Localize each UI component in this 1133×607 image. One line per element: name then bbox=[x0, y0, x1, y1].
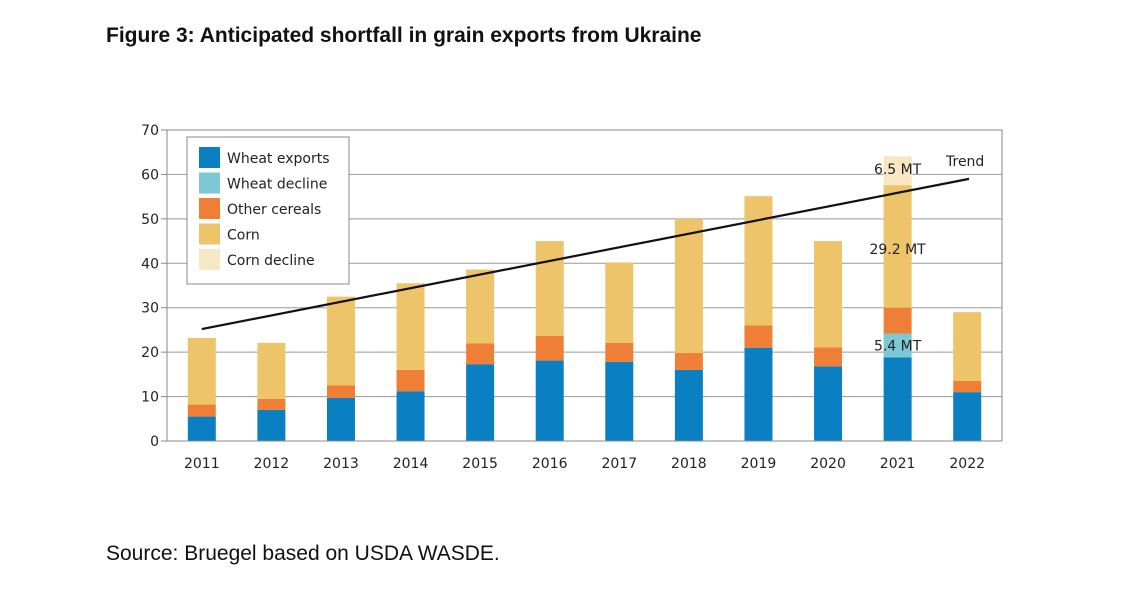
x-tick-label: 2020 bbox=[810, 456, 846, 472]
bar-segment-wheat-exports bbox=[605, 361, 634, 441]
bar-segment-corn bbox=[883, 185, 912, 308]
bar-segment-corn bbox=[257, 342, 286, 399]
legend-label: Corn bbox=[227, 228, 260, 244]
x-tick-label: 2012 bbox=[254, 456, 290, 472]
legend-swatch bbox=[199, 147, 220, 168]
bar-segment-wheat-exports bbox=[326, 397, 355, 441]
y-tick-label: 20 bbox=[141, 345, 159, 361]
bar-segment-wheat-exports bbox=[257, 409, 286, 441]
legend-label: Other cereals bbox=[227, 202, 321, 218]
x-axis-ticks: 2011 2012 2013 2014 2015 2016 2017 2018 2019 2020… bbox=[184, 456, 985, 472]
bar-segment-wheat-exports bbox=[744, 347, 773, 441]
bar-segment-wheat-exports bbox=[814, 366, 843, 441]
y-tick-label: 0 bbox=[150, 434, 159, 450]
bar-segment-wheat-exports bbox=[535, 360, 564, 441]
bar-segment-corn-decline bbox=[883, 156, 912, 186]
legend-swatch bbox=[199, 172, 220, 194]
bar-segment-corn bbox=[674, 218, 703, 354]
x-tick-label: 2022 bbox=[949, 456, 985, 472]
x-tick-label: 2019 bbox=[741, 456, 777, 472]
y-tick-label: 60 bbox=[141, 167, 159, 183]
bar-segment-wheat-exports bbox=[883, 357, 912, 441]
x-tick-label: 2013 bbox=[323, 456, 359, 472]
x-tick-label: 2014 bbox=[393, 456, 429, 472]
bar-segment-wheat-exports bbox=[674, 369, 703, 441]
legend-label: Corn decline bbox=[227, 253, 315, 269]
bar-segment-corn bbox=[396, 283, 425, 370]
bars bbox=[187, 156, 982, 441]
x-tick-label: 2015 bbox=[462, 456, 498, 472]
annotations: 6.5 MT 29.2 MT 5.4 MT bbox=[869, 162, 926, 354]
bar-segment-other-cereals bbox=[466, 343, 495, 365]
bar-segment-other-cereals bbox=[187, 404, 216, 417]
y-tick-label: 50 bbox=[141, 212, 159, 228]
legend-label: Wheat decline bbox=[227, 177, 327, 193]
bar-segment-wheat-exports bbox=[396, 391, 425, 441]
bar-segment-other-cereals bbox=[744, 325, 773, 348]
source-note: Source: Bruegel based on USDA WASDE. bbox=[106, 542, 500, 565]
bar-segment-other-cereals bbox=[396, 369, 425, 392]
bar-segment-wheat-decline bbox=[883, 333, 912, 358]
plot-frame bbox=[166, 129, 1003, 442]
bar-segment-corn bbox=[953, 312, 982, 382]
bar-segment-other-cereals bbox=[814, 347, 843, 367]
x-tick-label: 2017 bbox=[601, 456, 637, 472]
x-tick-label: 2018 bbox=[671, 456, 707, 472]
legend-swatch bbox=[199, 198, 220, 219]
bar-segment-other-cereals bbox=[605, 342, 634, 362]
bar-segment-other-cereals bbox=[257, 398, 286, 410]
bar-segment-other-cereals bbox=[326, 385, 355, 398]
bar-segment-corn bbox=[187, 337, 216, 405]
annotation-label: 6.5 MT bbox=[874, 162, 922, 178]
y-tick-label: 70 bbox=[141, 123, 159, 139]
bar-segment-corn bbox=[605, 262, 634, 343]
legend-swatch bbox=[199, 249, 220, 270]
trend-label: Trend bbox=[945, 154, 984, 170]
y-tick-label: 40 bbox=[141, 256, 159, 272]
gridlines bbox=[167, 173, 1002, 398]
y-tick-label: 30 bbox=[141, 301, 159, 317]
bar-segment-wheat-exports bbox=[953, 392, 982, 441]
chart-title: Figure 3: Anticipated shortfall in grain… bbox=[106, 24, 702, 47]
bar-segment-corn bbox=[466, 269, 495, 344]
bar-segment-corn bbox=[744, 196, 773, 326]
bar-segment-wheat-exports bbox=[187, 416, 216, 441]
y-axis-ticks: 0 10 20 30 40 50 60 70 bbox=[141, 123, 167, 450]
annotation-label: 5.4 MT bbox=[874, 338, 922, 354]
bar-segment-corn bbox=[814, 241, 843, 348]
bar-segment-corn bbox=[326, 296, 355, 386]
x-tick-label: 2011 bbox=[184, 456, 220, 472]
bar-segment-corn bbox=[535, 241, 564, 336]
legend-label: Wheat exports bbox=[227, 151, 330, 167]
bar-segment-other-cereals bbox=[883, 307, 912, 334]
annotation-label: 29.2 MT bbox=[869, 242, 926, 258]
bar-segment-other-cereals bbox=[535, 335, 564, 361]
x-tick-label: 2016 bbox=[532, 456, 568, 472]
legend: Wheat exports Wheat decline Other cereals C… bbox=[186, 136, 350, 285]
y-tick-label: 10 bbox=[141, 390, 159, 406]
trend-line-group: Trend bbox=[201, 154, 984, 331]
bar-segment-wheat-exports bbox=[466, 364, 495, 441]
bar-segment-other-cereals bbox=[953, 381, 982, 393]
trend-line bbox=[201, 177, 970, 331]
x-tick-label: 2021 bbox=[880, 456, 916, 472]
legend-swatch bbox=[199, 223, 220, 245]
bar-segment-other-cereals bbox=[674, 353, 703, 370]
